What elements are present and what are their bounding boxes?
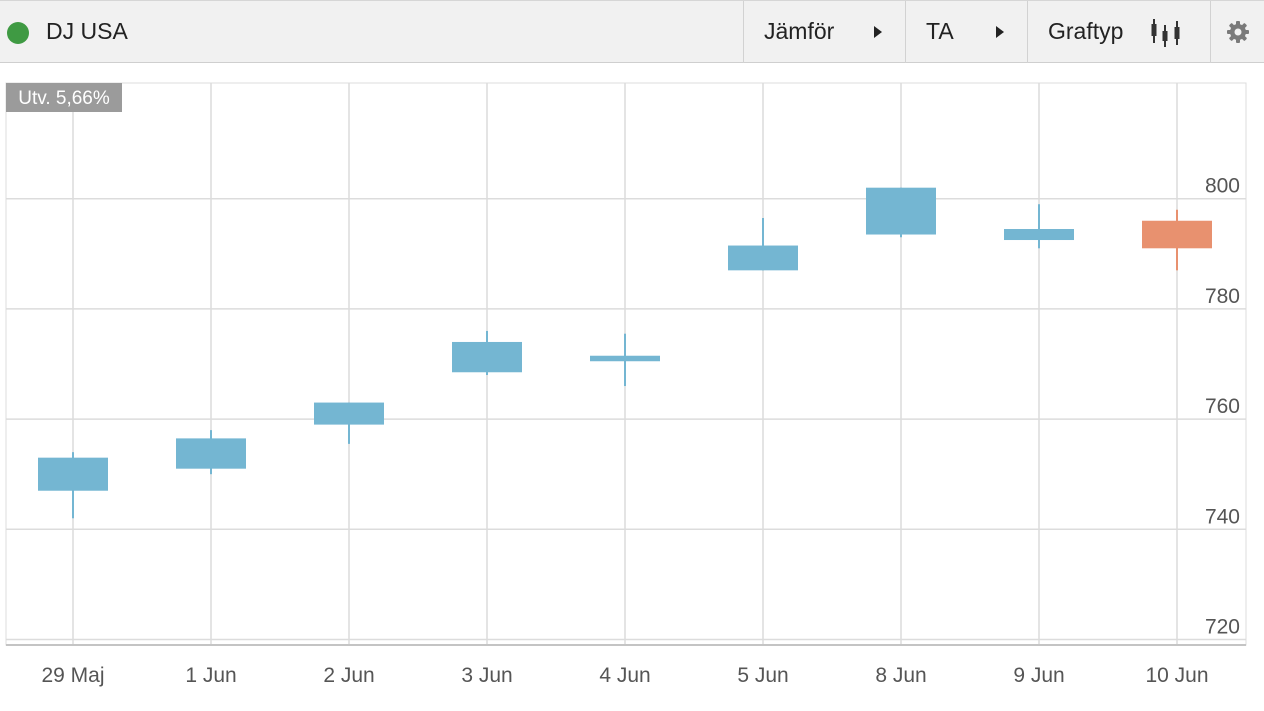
chart-area: 720 740 760 780 800 29 Maj 1 Jun 2 Jun 3 Jun 4 Ju… bbox=[0, 63, 1264, 706]
y-tick-label: 740 bbox=[1205, 505, 1240, 528]
x-tick-label: 2 Jun bbox=[323, 664, 374, 687]
candle-body bbox=[728, 245, 798, 271]
compare-button[interactable]: Jämför bbox=[743, 1, 905, 63]
candle-body bbox=[1004, 229, 1074, 241]
candle bbox=[314, 402, 384, 444]
candle bbox=[1142, 209, 1212, 271]
x-tick-label: 9 Jun bbox=[1013, 664, 1064, 687]
y-tick-label: 720 bbox=[1205, 615, 1240, 638]
candle-body bbox=[314, 402, 384, 425]
candle-body bbox=[1142, 220, 1212, 249]
candle-body bbox=[590, 355, 660, 362]
ta-button[interactable]: TA bbox=[905, 1, 1027, 63]
gear-icon bbox=[1227, 21, 1249, 43]
x-tick-label: 3 Jun bbox=[461, 664, 512, 687]
y-tick-label: 780 bbox=[1205, 285, 1240, 308]
ta-label: TA bbox=[926, 18, 954, 44]
status-indicator bbox=[7, 22, 29, 44]
y-tick-label: 800 bbox=[1205, 175, 1240, 198]
candle-body bbox=[176, 438, 246, 469]
settings-button[interactable] bbox=[1210, 1, 1264, 63]
x-tick-label: 10 Jun bbox=[1145, 664, 1208, 687]
candlestick-chart: 720 740 760 780 800 29 Maj 1 Jun 2 Jun 3 Jun 4 Ju… bbox=[5, 82, 1247, 687]
candle bbox=[1004, 204, 1074, 249]
chart-toolbar: DJ USA Jämför TA Graftyp bbox=[0, 0, 1264, 63]
instrument-title: DJ USA bbox=[46, 18, 128, 44]
candle-body bbox=[452, 341, 522, 373]
y-tick-label: 760 bbox=[1205, 395, 1240, 418]
candle bbox=[38, 452, 108, 519]
candle-body bbox=[866, 187, 936, 235]
x-tick-label: 4 Jun bbox=[599, 664, 650, 687]
candlestick-icon bbox=[1151, 19, 1180, 47]
candle bbox=[728, 217, 798, 271]
candle-body bbox=[38, 457, 108, 491]
candle bbox=[176, 430, 246, 475]
candle bbox=[452, 330, 522, 376]
x-tick-label: 5 Jun bbox=[737, 664, 788, 687]
x-tick-label: 8 Jun bbox=[875, 664, 926, 687]
triangle-right-icon bbox=[996, 26, 1004, 38]
triangle-right-icon bbox=[874, 26, 882, 38]
change-badge bbox=[6, 83, 122, 112]
change-badge-label: Utv. 5,66% bbox=[18, 88, 110, 109]
candle bbox=[590, 333, 660, 387]
compare-label: Jämför bbox=[764, 18, 835, 44]
charttype-button[interactable]: Graftyp bbox=[1027, 1, 1210, 63]
x-tick-label: 29 Maj bbox=[41, 664, 104, 687]
candle bbox=[866, 187, 936, 238]
x-tick-label: 1 Jun bbox=[185, 664, 236, 687]
charttype-label: Graftyp bbox=[1048, 18, 1124, 44]
